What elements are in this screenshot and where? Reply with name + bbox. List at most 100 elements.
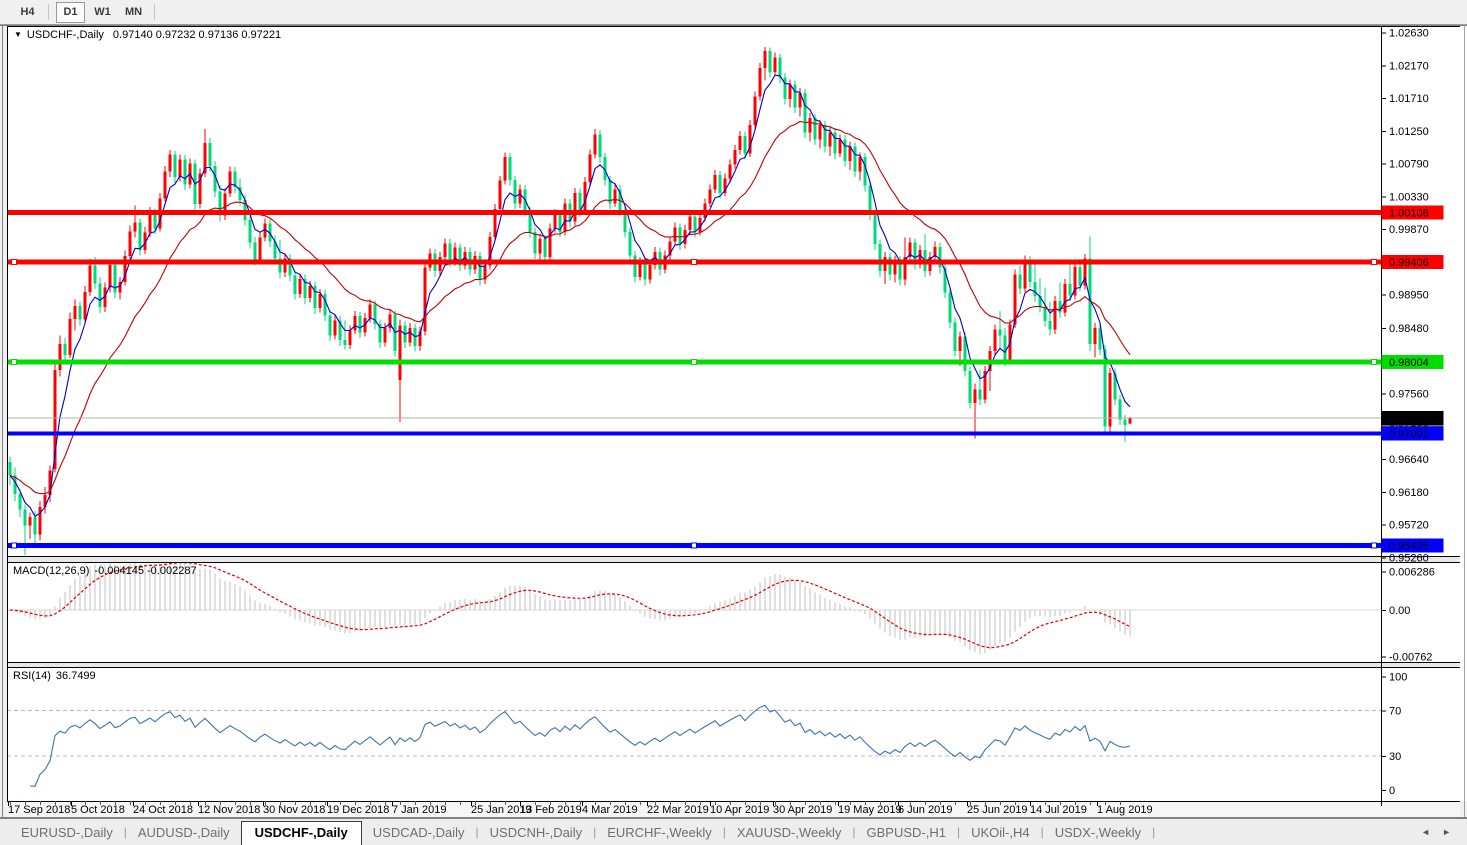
- rsi-tick-label: 30: [1389, 751, 1401, 763]
- rsi-pane[interactable]: [7, 704, 1381, 787]
- price-badge-front-0.97001: 0.97001: [1381, 426, 1444, 441]
- tab-eurusd-daily[interactable]: EURUSD-,Daily: [21, 824, 113, 840]
- rsi-tick-label: 0: [1389, 785, 1395, 797]
- hline-handle[interactable]: [1371, 359, 1377, 366]
- rsi-line: [29, 704, 1131, 787]
- ma-line-5: [9, 74, 1131, 518]
- tab-audusd-daily[interactable]: AUDUSD-,Daily: [137, 824, 230, 840]
- tab-separator: |: [123, 825, 127, 839]
- price-badge-0.98004: 0.98004: [1381, 355, 1444, 370]
- svg-text:1.00106: 1.00106: [1389, 207, 1429, 219]
- tab-separator: |: [1152, 825, 1156, 839]
- price-tick-label: 0.95720: [1389, 520, 1429, 532]
- date-tick-label: 5 Oct 2018: [71, 804, 125, 816]
- price-tick-label: 0.96180: [1389, 487, 1429, 499]
- hline-handle[interactable]: [1371, 542, 1377, 549]
- toolbar-separator: [48, 4, 49, 20]
- date-tick-label: 1 Aug 2019: [1097, 804, 1153, 816]
- price-tick-label: 1.01250: [1389, 126, 1429, 138]
- price-badge-0.99406: 0.99406: [1381, 255, 1444, 270]
- date-tick-label: 25 Jan 2019: [471, 804, 532, 816]
- toolbar-separator: [154, 4, 155, 20]
- hline-handle[interactable]: [691, 542, 697, 549]
- macd-tick-label: -0.00762: [1389, 651, 1432, 663]
- tab-separator: |: [1040, 825, 1044, 839]
- tab-usdcad-daily[interactable]: USDCAD-,Daily: [372, 824, 465, 840]
- hline-handle[interactable]: [691, 359, 697, 366]
- date-tick-label: 24 Oct 2018: [133, 804, 193, 816]
- price-tick-label: 0.98480: [1389, 323, 1429, 335]
- svg-text:0.97001: 0.97001: [1389, 428, 1429, 440]
- timeframe-button-h4[interactable]: H4: [20, 6, 35, 18]
- date-tick-label: 30 Nov 2018: [263, 804, 325, 816]
- price-tick-label: 0.95260: [1389, 552, 1429, 564]
- date-tick-label: 17 Sep 2018: [8, 804, 70, 816]
- tab-xauusd-weekly[interactable]: XAUUSD-,Weekly: [736, 824, 842, 840]
- price-tick-label: 1.00330: [1389, 191, 1429, 203]
- date-tick-label: 30 Apr 2019: [773, 804, 832, 816]
- price-tick-label: 0.98950: [1389, 290, 1429, 302]
- date-axis[interactable]: 17 Sep 2018 5 Oct 2018 24 Oct 2018 12 Nov 2…: [8, 801, 1153, 816]
- tab-usdcnh-daily[interactable]: USDCNH-,Daily: [489, 824, 583, 840]
- tab-separator: |: [475, 825, 479, 839]
- tab-eurchf-weekly[interactable]: EURCHF-,Weekly: [607, 824, 712, 840]
- date-tick-label: 22 Mar 2019: [647, 804, 709, 816]
- price-tick-label: 1.01710: [1389, 93, 1429, 105]
- date-tick-label: 19 May 2019: [838, 804, 902, 816]
- date-tick-label: 12 Nov 2018: [198, 804, 260, 816]
- hline-handle[interactable]: [691, 259, 697, 266]
- price-tick-label: 0.96640: [1389, 454, 1429, 466]
- ma-line-20: [9, 120, 1131, 495]
- tab-separator: |: [956, 825, 961, 839]
- rsi-tick-label: 70: [1389, 706, 1401, 718]
- tab-separator: |: [722, 825, 726, 839]
- date-tick-label: 7 Jan 2019: [392, 804, 446, 816]
- tab-usdx-weekly[interactable]: USDX-,Weekly: [1054, 824, 1142, 840]
- tab-usdchf-daily[interactable]: USDCHF-,Daily: [240, 820, 362, 845]
- price-tick-label: 1.02170: [1389, 60, 1429, 72]
- macd-tick-label: 0.006286: [1389, 567, 1435, 579]
- timeframe-button-d1[interactable]: D1: [56, 1, 85, 23]
- timeframe-toolbar: H4 D1 W1 MN: [0, 0, 1467, 25]
- price-tick-label: 0.97560: [1389, 389, 1429, 401]
- price-axis[interactable]: 1.02630 1.02170 1.01710 1.01250 1.00790 1.003…: [1381, 28, 1435, 797]
- svg-text:0.99406: 0.99406: [1389, 257, 1429, 269]
- price-badge-0.95425: 0.95425: [1381, 538, 1444, 553]
- price-badge-1.00106: 1.00106: [1381, 205, 1444, 220]
- timeframe-button-w1[interactable]: W1: [94, 6, 111, 18]
- current-price-badge: 0.97221: [1381, 410, 1444, 425]
- tabbar-scroll-left-icon[interactable]: ◄: [1421, 827, 1431, 837]
- tab-separator: |: [593, 825, 597, 839]
- hline-handle[interactable]: [1371, 259, 1377, 266]
- svg-text:0.98004: 0.98004: [1389, 357, 1429, 369]
- moving-averages: [9, 74, 1131, 518]
- price-tick-label: 1.02630: [1389, 28, 1429, 40]
- macd-histogram[interactable]: [9, 560, 1131, 654]
- date-tick-label: 25 Jun 2019: [967, 804, 1028, 816]
- macd-tick-label: 0.00: [1389, 605, 1410, 617]
- hline-handle[interactable]: [11, 542, 17, 549]
- chart-canvas[interactable]: 1.02630 1.02170 1.01710 1.01250 1.00790 1.003…: [0, 25, 1467, 818]
- date-tick-label: 14 Jul 2019: [1030, 804, 1087, 816]
- date-tick-label: 19 Dec 2018: [327, 804, 389, 816]
- timeframe-button-mn[interactable]: MN: [124, 6, 143, 18]
- rsi-tick-label: 100: [1389, 672, 1407, 684]
- hline-handle[interactable]: [11, 259, 17, 266]
- tab-gbpusd-h1[interactable]: GBPUSD-,H1: [866, 824, 946, 840]
- hline-handle[interactable]: [11, 359, 17, 366]
- tab-separator: |: [852, 825, 856, 839]
- date-tick-label: 13 Feb 2019: [520, 804, 582, 816]
- date-tick-label: 4 Mar 2019: [582, 804, 638, 816]
- time-scale[interactable]: [7, 801, 1460, 818]
- svg-text:0.97221: 0.97221: [1389, 413, 1429, 425]
- macd-signal-line: [9, 563, 1131, 649]
- date-tick-label: 6 Jun 2019: [898, 804, 952, 816]
- tab-ukoil-h4[interactable]: UKOil-,H4: [971, 824, 1030, 840]
- svg-text:0.95425: 0.95425: [1389, 541, 1429, 553]
- tabbar-scroll-right-icon[interactable]: ►: [1442, 827, 1451, 837]
- horizontal-lines: [7, 209, 1381, 549]
- price-tick-label: 0.99870: [1389, 224, 1429, 236]
- symbol-tabbar: EURUSD-,Daily | AUDUSD-,Daily USDCHF-,Daily…: [0, 818, 1467, 845]
- pane-borders: [0, 25, 1467, 818]
